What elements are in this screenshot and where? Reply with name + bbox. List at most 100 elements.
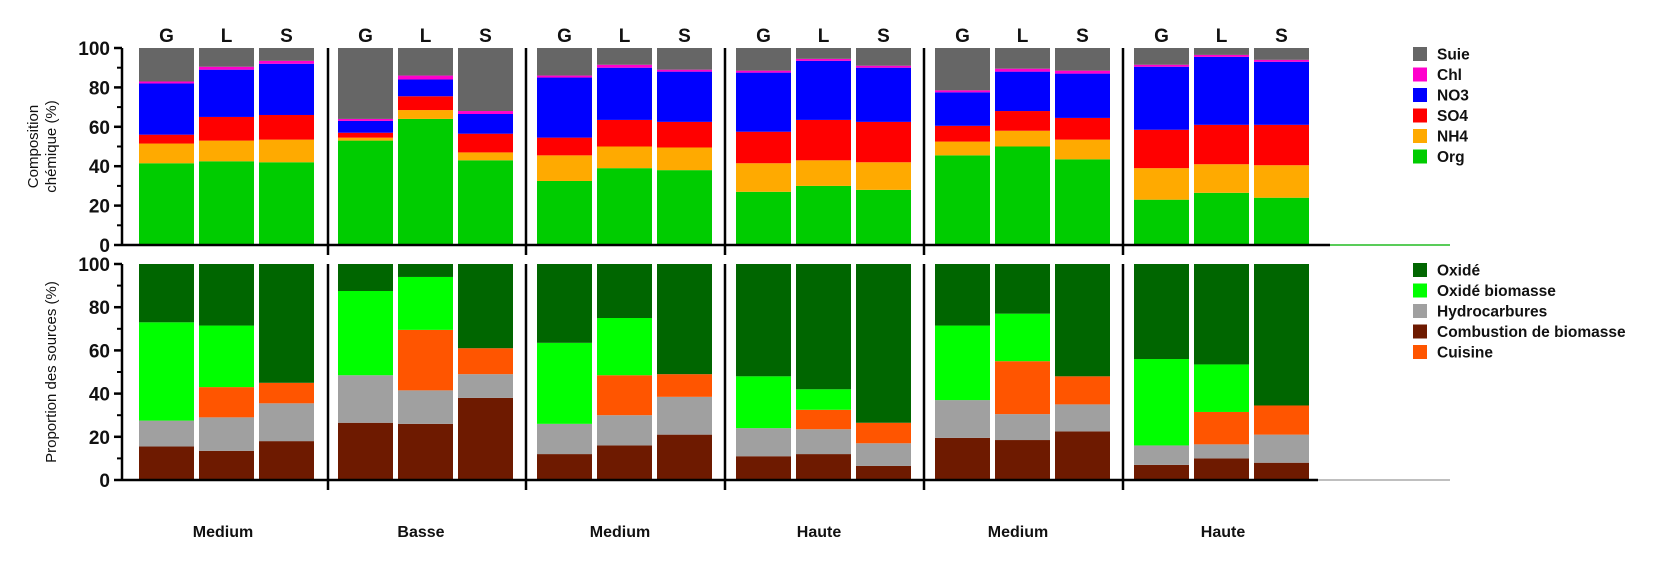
bar-segment-chl: [995, 68, 1050, 72]
bar-segment-oxidé: [1134, 264, 1189, 360]
column-label: L: [1216, 26, 1228, 47]
bar-segment-cuisine: [458, 348, 513, 375]
legend-swatch: [1413, 324, 1427, 339]
legend-swatch: [1413, 345, 1427, 359]
legend-label: Oxidé biomasse: [1437, 283, 1556, 300]
bar-segment-combustion-de-biomasse: [657, 434, 712, 480]
column-label: G: [159, 26, 174, 47]
bar-segment-nh4: [259, 139, 314, 163]
bar-segment-so4: [1134, 129, 1189, 169]
bar-segment-combustion-de-biomasse: [458, 397, 513, 480]
column-label: S: [280, 26, 293, 47]
bar-segment-org: [995, 146, 1050, 245]
legend-label: Org: [1437, 149, 1465, 166]
bar-segment-suie: [259, 48, 314, 61]
bar-segment-no3: [736, 72, 791, 132]
column-label: S: [479, 26, 492, 47]
column-label: G: [1154, 26, 1169, 47]
legend-label: NO3: [1437, 88, 1469, 105]
column-label: L: [221, 26, 233, 47]
bar-segment-org: [1134, 199, 1189, 245]
bar-segment-nh4: [796, 160, 851, 186]
bar-segment-chl: [796, 58, 851, 61]
bar-segment-cuisine: [796, 409, 851, 430]
y-tick-label: 80: [89, 78, 110, 99]
bar-segment-so4: [1194, 124, 1249, 165]
bar-segment-hydrocarbures: [736, 428, 791, 457]
y-tick-label: 100: [78, 39, 110, 60]
bar-segment-so4: [537, 137, 592, 156]
legend-label: Hydrocarbures: [1437, 304, 1547, 321]
bar-segment-so4: [995, 111, 1050, 131]
bar-segment-nh4: [597, 146, 652, 169]
bar-segment-hydrocarbures: [1134, 445, 1189, 465]
bar-segment-no3: [935, 92, 990, 126]
bar-segment-chl: [1055, 70, 1110, 74]
legend-swatch: [1413, 67, 1427, 82]
bar-segment-oxidé: [1194, 264, 1249, 365]
bar-segment-no3: [259, 63, 314, 115]
bar-segment-hydrocarbures: [657, 396, 712, 435]
column-label: G: [557, 26, 572, 47]
bar-segment-oxidé: [199, 264, 254, 326]
y-tick-label: 40: [89, 385, 110, 406]
bar-segment-chl: [597, 64, 652, 68]
bar-segment-org: [736, 191, 791, 245]
bar-segment-so4: [458, 133, 513, 153]
bar-segment-oxidé-biomasse: [1194, 364, 1249, 412]
bar-segment-suie: [935, 48, 990, 91]
bar-segment-nh4: [458, 152, 513, 161]
y-tick-label: 40: [89, 157, 110, 178]
bar-segment-nh4: [657, 147, 712, 171]
bar-segment-cuisine: [1055, 376, 1110, 405]
bar-segment-hydrocarbures: [1254, 434, 1309, 463]
bar-segment-nh4: [995, 130, 1050, 147]
legend-label: Oxidé: [1437, 263, 1480, 280]
bar-segment-combustion-de-biomasse: [1134, 464, 1189, 480]
group-label: Medium: [193, 524, 253, 541]
bar-segment-nh4: [398, 110, 453, 119]
bar-segment-no3: [597, 67, 652, 120]
bar-segment-oxidé: [259, 264, 314, 383]
bar-segment-nh4: [1254, 165, 1309, 198]
bar-segment-combustion-de-biomasse: [259, 441, 314, 480]
bar-segment-suie: [856, 48, 911, 66]
bar-segment-no3: [995, 71, 1050, 112]
bar-segment-so4: [139, 134, 194, 144]
bar-segment-no3: [458, 114, 513, 134]
bar-segment-chl: [537, 75, 592, 78]
bar-segment-no3: [1254, 61, 1309, 125]
bar-segment-cuisine: [1194, 411, 1249, 445]
y-tick-label: 60: [89, 341, 110, 362]
bar-segment-org: [139, 163, 194, 245]
bar-segment-nh4: [338, 137, 393, 141]
column-label: S: [678, 26, 691, 47]
bar-segment-cuisine: [199, 387, 254, 418]
bar-segment-nh4: [139, 143, 194, 164]
bar-segment-oxidé: [935, 264, 990, 326]
bar-segment-org: [935, 155, 990, 245]
legend-swatch: [1413, 88, 1427, 102]
bar-segment-hydrocarbures: [856, 443, 911, 466]
bar-segment-no3: [398, 79, 453, 97]
bar-segment-combustion-de-biomasse: [139, 446, 194, 480]
legend-layer: Suie Chl NO3 SO4 NH4 Org Oxidé Oxidé biomasse Hy…: [1413, 47, 1626, 362]
legend-swatch: [1413, 47, 1427, 61]
column-label: L: [818, 26, 830, 47]
bar-segment-hydrocarbures: [338, 375, 393, 423]
bar-segment-so4: [338, 132, 393, 138]
bar-segment-chl: [139, 81, 194, 84]
bar-segment-org: [657, 170, 712, 245]
bar-segment-oxidé-biomasse: [736, 376, 791, 429]
column-label: G: [358, 26, 373, 47]
bar-segment-chl: [398, 75, 453, 80]
bar-segment-combustion-de-biomasse: [199, 450, 254, 480]
bar-segment-oxidé-biomasse: [796, 389, 851, 410]
bar-segment-no3: [796, 60, 851, 120]
y-tick-label: 100: [78, 255, 110, 276]
y-tick-label: 60: [89, 118, 110, 139]
bar-segment-suie: [657, 48, 712, 70]
bar-segment-oxidé-biomasse: [338, 291, 393, 376]
bar-segment-cuisine: [995, 361, 1050, 415]
